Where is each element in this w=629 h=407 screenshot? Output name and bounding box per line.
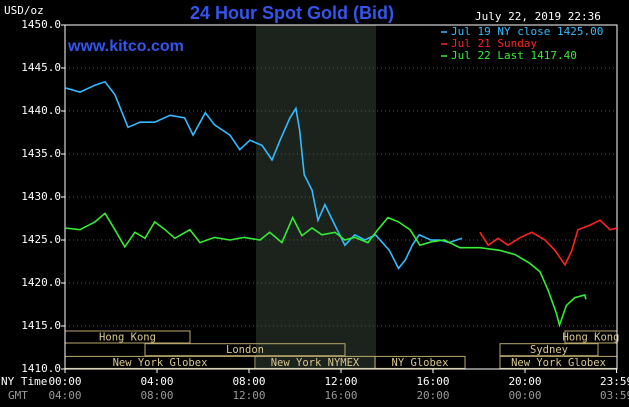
x-tick-label-gmt: 12:00: [232, 389, 265, 402]
x-axis-label: NY Time: [1, 375, 47, 388]
x-tick-label: 20:00: [508, 375, 541, 388]
x-tick-label-gmt: 16:00: [324, 389, 357, 402]
y-tick-label: 1410.0: [21, 362, 61, 375]
y-tick-label: 1420.0: [21, 276, 61, 289]
series-line: [64, 212, 587, 328]
session-box: [374, 355, 466, 369]
y-axis-label: USD/oz: [4, 4, 44, 17]
x-tick-label-gmt: 20:00: [416, 389, 449, 402]
plot-frame: [64, 24, 618, 370]
session-label: New York Globex: [511, 357, 606, 369]
y-tick-label: 1415.0: [21, 319, 61, 332]
session-label: Sydney: [530, 344, 568, 356]
x-tick-label: 12:00: [324, 375, 357, 388]
series-line: [64, 80, 463, 270]
session-label: New York NYMEX: [271, 357, 360, 369]
legend-label: Jul 21 Sunday: [451, 37, 537, 50]
session-label: London: [226, 344, 264, 356]
session-label: Hong Kong: [563, 332, 620, 344]
x-tick-label-gmt: 00:00: [508, 389, 541, 402]
y-tick-label: 1445.0: [21, 61, 61, 74]
x-tick-label-gmt: 08:00: [140, 389, 173, 402]
session-label: Hong Kong: [99, 332, 156, 344]
session-label: New York Globex: [113, 357, 208, 369]
session-box: [144, 343, 346, 357]
x-tick-label: 00:00: [48, 375, 81, 388]
market-shade: [256, 25, 376, 369]
y-tick-label: 1435.0: [21, 147, 61, 160]
x-tick-label: 23:59: [600, 375, 629, 388]
y-tick-label: 1440.0: [21, 104, 61, 117]
x-tick-label: 08:00: [232, 375, 265, 388]
y-tick-label: 1450.0: [21, 18, 61, 31]
chart-title: 24 Hour Spot Gold (Bid): [190, 3, 394, 23]
legend-label: Jul 19 NY close 1425.00: [451, 25, 603, 38]
series-line: [479, 219, 618, 267]
x-tick-label-gmt: 03:59: [600, 389, 629, 402]
session-label: NY Globex: [392, 357, 449, 369]
session-box: [499, 343, 599, 357]
y-tick-label: 1430.0: [21, 190, 61, 203]
timestamp: July 22, 2019 22:36: [475, 10, 601, 23]
legend-label: Jul 22 Last 1417.40: [451, 49, 577, 62]
x-tick-label-gmt: 04:00: [48, 389, 81, 402]
x-axis-label-gmt: GMT: [8, 389, 28, 402]
x-tick-label: 16:00: [416, 375, 449, 388]
subtitle: www.kitco.com: [67, 38, 184, 55]
y-tick-label: 1425.0: [21, 233, 61, 246]
x-tick-label: 04:00: [140, 375, 173, 388]
